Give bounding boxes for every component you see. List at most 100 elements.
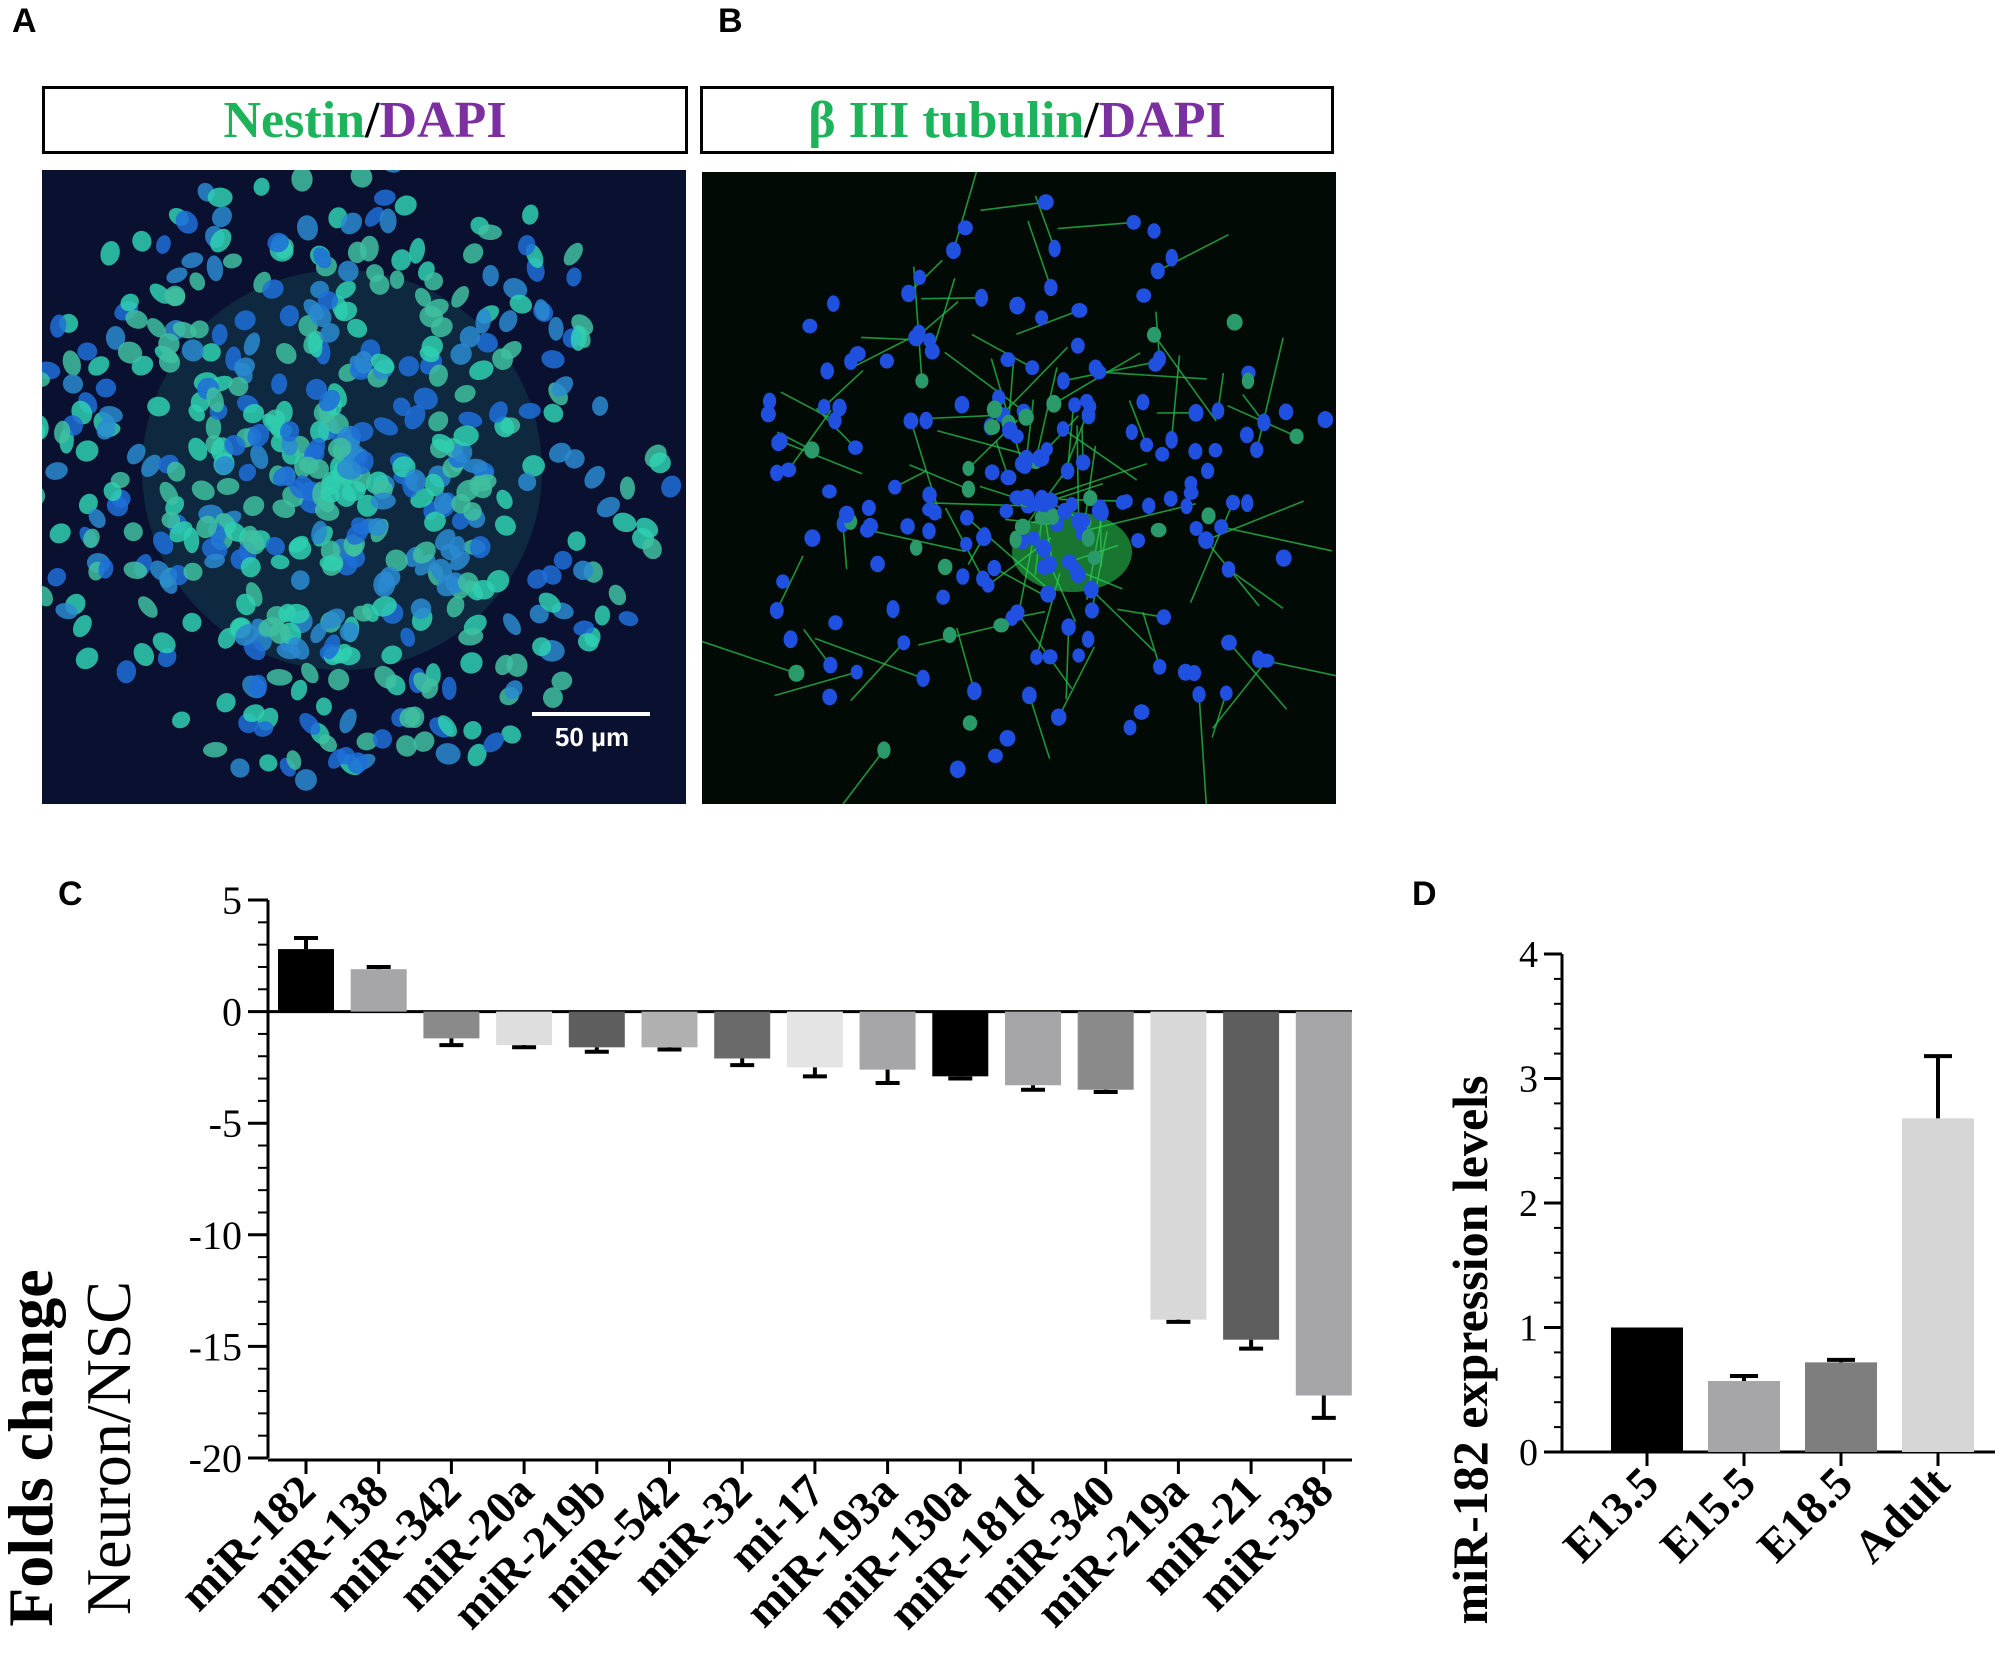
- nucleus: [1226, 313, 1243, 331]
- nucleus: [100, 240, 120, 266]
- nucleus: [1140, 437, 1154, 453]
- nucleus: [1211, 402, 1225, 420]
- nucleus: [1081, 630, 1095, 648]
- nucleus: [984, 419, 1001, 435]
- nucleus: [1214, 519, 1229, 535]
- nucleus: [318, 389, 341, 412]
- nucleus: [1014, 518, 1031, 535]
- nucleus: [566, 267, 582, 287]
- nucleus: [291, 170, 313, 192]
- nucleus: [238, 463, 257, 482]
- nucleus: [405, 469, 427, 492]
- nucleus: [999, 503, 1014, 519]
- nucleus: [509, 294, 533, 314]
- nucleus: [123, 522, 143, 542]
- nucleus: [1147, 223, 1161, 239]
- nucleus: [912, 324, 926, 343]
- y-axis-label: miR-182 expression levels: [1442, 1075, 1498, 1624]
- nucleus: [372, 596, 397, 617]
- nucleus: [780, 462, 797, 478]
- nucleus: [267, 232, 289, 253]
- nucleus: [146, 318, 166, 338]
- nucleus: [301, 662, 319, 684]
- nucleus: [538, 592, 561, 613]
- nucleus: [262, 279, 284, 299]
- nucleus: [254, 721, 274, 737]
- nucleus: [1219, 685, 1233, 701]
- y-tick-label: 4: [1519, 934, 1538, 976]
- neurite: [921, 296, 982, 300]
- nucleus: [1188, 443, 1203, 460]
- nucleus: [253, 177, 270, 196]
- neurite: [780, 440, 863, 475]
- nucleus: [1009, 296, 1026, 315]
- nucleus: [271, 373, 288, 395]
- neurite: [1076, 425, 1080, 522]
- nucleus: [1133, 704, 1150, 720]
- nucleus: [828, 615, 843, 631]
- nucleus: [351, 422, 374, 442]
- nucleus: [1009, 530, 1022, 549]
- nucleus: [320, 485, 340, 503]
- nucleus: [340, 212, 363, 235]
- nucleus: [1146, 326, 1162, 343]
- nucleus: [166, 267, 188, 284]
- nucleus: [817, 398, 831, 415]
- panel-letter-d: D: [1412, 875, 1437, 913]
- neurite: [956, 627, 976, 692]
- y-tick-label: 0: [222, 990, 242, 1035]
- nucleus: [172, 321, 197, 339]
- nucleus: [1225, 494, 1240, 511]
- nucleus: [960, 509, 974, 526]
- bar-miR-193a: [859, 1011, 916, 1070]
- nucleus: [618, 611, 639, 627]
- nucleus: [354, 350, 373, 374]
- x-tick-label-Adult: Adult: [1843, 1457, 1959, 1573]
- nucleus: [98, 559, 114, 579]
- nucleus: [265, 536, 285, 556]
- nucleus: [838, 505, 855, 524]
- nucleus: [1239, 426, 1254, 444]
- bar-miR-338: [1295, 1011, 1352, 1396]
- nucleus: [848, 440, 863, 455]
- nucleus: [430, 317, 453, 338]
- nucleus: [1221, 634, 1237, 651]
- nucleus: [463, 243, 484, 264]
- nucleus: [1080, 393, 1094, 409]
- nucleus: [202, 741, 228, 758]
- nucleus: [435, 743, 461, 765]
- nucleus: [1091, 502, 1106, 520]
- nucleus: [1036, 539, 1052, 558]
- nucleus: [1241, 372, 1255, 390]
- nucleus: [860, 522, 875, 538]
- nucleus: [132, 230, 152, 252]
- nucleus: [592, 396, 609, 416]
- nucleus: [372, 729, 393, 749]
- nucleus: [783, 630, 798, 649]
- nucleus: [310, 420, 330, 444]
- nucleus: [804, 441, 820, 459]
- nucleus: [396, 735, 417, 757]
- nucleus: [428, 411, 449, 432]
- nucleus: [370, 492, 396, 510]
- nucleus: [133, 643, 155, 667]
- nucleus: [214, 456, 234, 475]
- nucleus: [1180, 498, 1193, 515]
- nucleus: [636, 517, 659, 538]
- nucleus: [460, 652, 483, 674]
- nucleus: [425, 298, 449, 318]
- nucleus: [250, 444, 269, 470]
- nucleus: [138, 596, 158, 618]
- bar-E18.5: [1805, 1362, 1877, 1452]
- nucleus: [1040, 585, 1057, 603]
- nucleus: [327, 437, 352, 459]
- nucleus: [207, 187, 233, 208]
- nucleus: [424, 511, 446, 532]
- neurite: [918, 624, 1002, 646]
- neurite: [1128, 400, 1148, 446]
- nucleus: [567, 531, 586, 551]
- y-tick-label: 5: [222, 878, 242, 923]
- nucleus: [306, 437, 326, 461]
- nucleus: [42, 371, 50, 387]
- nucleus: [211, 206, 232, 228]
